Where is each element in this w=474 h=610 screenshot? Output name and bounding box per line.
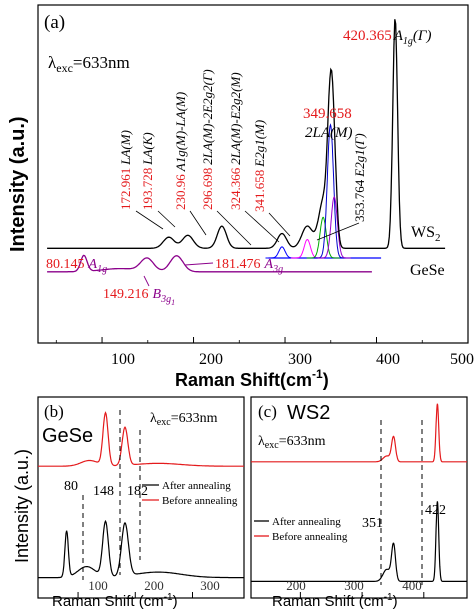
- b-series-after: [38, 519, 244, 579]
- panel-b-peak-182: 182: [127, 484, 148, 499]
- annotation-193: 193.728LA(K): [140, 132, 155, 210]
- panel-c-xlabel: Raman Shift (cm-1): [272, 592, 398, 610]
- svg-text:341.658E2g1(M): 341.658E2g1(M): [252, 120, 267, 212]
- panel-b-series: [38, 411, 244, 579]
- b-series-before: [38, 411, 244, 467]
- panel-a-label: (a): [44, 12, 65, 33]
- annotation-349-value: 349.658: [303, 106, 352, 122]
- c-series-after: [251, 501, 467, 582]
- panel-b-xtick-300: 300: [200, 578, 220, 593]
- legend-after-annealing-c: After annealing: [272, 516, 341, 528]
- panel-c-peak-422: 422: [425, 503, 446, 518]
- panel-a-xtick-200: 200: [199, 351, 223, 368]
- panel-b-legend: After annealing Before annealing: [142, 480, 238, 507]
- panel-b-xlabel: Raman Shift (cm-1): [52, 592, 178, 610]
- panel-a-ylabel: Intensity (a.u.): [7, 116, 29, 252]
- legend-before-annealing-b: Before annealing: [162, 495, 238, 507]
- annotation-leaders: [135, 210, 360, 246]
- svg-text:353.764E2g1(Γ): 353.764E2g1(Γ): [352, 133, 367, 222]
- svg-text:324.3662LA(M)-E2g2(M): 324.3662LA(M)-E2g2(M): [228, 72, 243, 210]
- annotation-gese-arrows: [143, 262, 214, 287]
- fit-peak-4: [317, 195, 351, 259]
- panel-b-label: (b): [44, 402, 64, 421]
- panel-b-excitation: λexc=633nm: [150, 411, 218, 428]
- annotation-341: 341.658E2g1(M): [252, 120, 267, 212]
- annotation-149: 149.216 B3g1: [103, 287, 175, 307]
- panel-c-xtick-200: 200: [286, 578, 306, 593]
- panel-b-xtick-200: 200: [144, 578, 164, 593]
- series-label-gese: GeSe: [410, 262, 445, 279]
- panel-b-title: GeSe: [42, 425, 93, 447]
- panel-c-legend: After annealing Before annealing: [254, 516, 348, 543]
- annotation-181: 181.476 A3g: [215, 257, 283, 275]
- panel-c-xtick-400: 400: [402, 578, 422, 593]
- panel-c-xtick-300: 300: [344, 578, 364, 593]
- panel-c-title: WS2: [287, 402, 330, 424]
- panel-c-ticks: [299, 592, 425, 598]
- annotation-230: 230.96A1g(M)-LA(M): [173, 92, 188, 210]
- panel-a-xtick-400: 400: [376, 351, 400, 368]
- fit-peak-2: [306, 216, 340, 259]
- panel-b-guides: [82, 410, 141, 580]
- svg-text:230.96A1g(M)-LA(M): 230.96A1g(M)-LA(M): [173, 92, 188, 210]
- svg-text:193.728LA(K): 193.728LA(K): [140, 132, 155, 210]
- panel-c-frame: [250, 396, 468, 599]
- panel-c-guides: [380, 420, 423, 585]
- annotation-172: 172.961LA(M): [118, 130, 133, 210]
- svg-text:172.961LA(M): 172.961LA(M): [118, 130, 133, 210]
- svg-text:296.6982LA(M)-2E2g2(Γ): 296.6982LA(M)-2E2g2(Γ): [200, 69, 215, 210]
- panel-b-peak-148: 148: [93, 484, 114, 499]
- annotation-353: 353.764E2g1(Γ): [352, 133, 367, 222]
- panel-c-label: (c): [258, 402, 277, 421]
- panel-a-xtick-100: 100: [111, 351, 135, 368]
- series-label-ws2: WS2: [411, 224, 441, 244]
- panel-b-ticks: [77, 592, 193, 598]
- panel-c-excitation: λexc=633nm: [258, 434, 326, 451]
- panel-a-fit-curves: [265, 123, 382, 259]
- annotation-80: 80.145 A1g: [46, 257, 107, 275]
- panel-b-frame: [37, 396, 245, 599]
- panel-a-xtick-300: 300: [288, 351, 312, 368]
- legend-after-annealing-b: After annealing: [162, 480, 231, 492]
- panel-a-excitation: λexc=633nm: [48, 53, 130, 75]
- panel-c-peak-351: 351: [362, 516, 383, 531]
- annotation-324: 324.3662LA(M)-E2g2(M): [228, 72, 243, 210]
- panel-c-series: [251, 403, 467, 582]
- c-series-before: [251, 403, 467, 463]
- panel-a-xtick-500: 500: [450, 351, 474, 368]
- panel-b-xtick-100: 100: [88, 578, 108, 593]
- series-line-ws2: [47, 19, 446, 249]
- annotation-296: 296.6982LA(M)-2E2g2(Γ): [200, 69, 215, 210]
- annotation-420: 420.365 A1g(Γ): [343, 28, 431, 47]
- panel-a-frame: [37, 4, 469, 344]
- panel-b-peak-80: 80: [64, 479, 78, 494]
- series-line-gese: [47, 254, 372, 273]
- panel-b-ylabel: Intensity (a.u.): [12, 449, 32, 563]
- panel-a-xlabel: Raman Shift(cm-1): [175, 367, 329, 390]
- legend-before-annealing-c: Before annealing: [272, 531, 348, 543]
- annotation-349-mode: 2LA(M): [305, 125, 353, 141]
- panel-a-series: [47, 19, 446, 273]
- panel-a-ticks: [55, 337, 469, 343]
